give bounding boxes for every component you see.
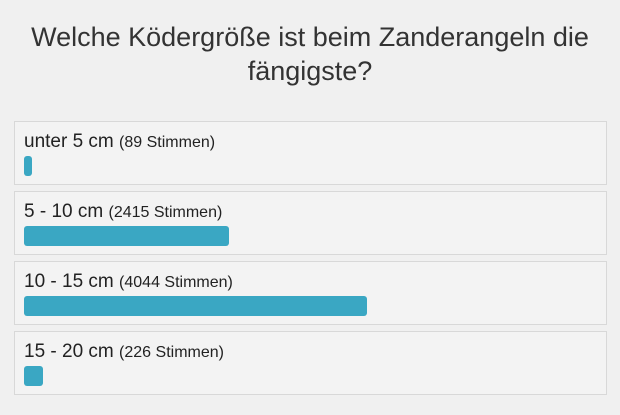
result-bar-track (24, 156, 595, 176)
poll-option[interactable]: unter 5 cm (89 Stimmen) (14, 121, 607, 185)
poll-option[interactable]: 5 - 10 cm (2415 Stimmen) (14, 191, 607, 255)
option-votes: (226 Stimmen) (119, 344, 224, 361)
result-bar-track (24, 226, 595, 246)
result-bar (24, 156, 32, 176)
option-size: unter 5 cm (24, 131, 114, 152)
option-label: 10 - 15 cm (4044 Stimmen) (24, 270, 597, 295)
option-label: unter 5 cm (89 Stimmen) (24, 130, 597, 155)
option-votes: (4044 Stimmen) (119, 274, 233, 291)
option-size: 5 - 10 cm (24, 201, 104, 222)
option-votes: (89 Stimmen) (119, 134, 216, 151)
result-bar-track (24, 296, 595, 316)
option-size: 15 - 20 cm (24, 341, 114, 362)
poll-option[interactable]: 10 - 15 cm (4044 Stimmen) (14, 261, 607, 325)
option-label: 5 - 10 cm (2415 Stimmen) (24, 200, 597, 225)
option-votes: (2415 Stimmen) (108, 204, 223, 221)
poll-option[interactable]: 15 - 20 cm (226 Stimmen) (14, 331, 607, 395)
option-size: 10 - 15 cm (24, 271, 114, 292)
poll-question: Welche Ködergröße ist beim Zanderangeln … (31, 22, 589, 86)
result-bar (24, 226, 229, 246)
poll-options: unter 5 cm (89 Stimmen) 5 - 10 cm (2415 … (14, 121, 607, 401)
result-bar (24, 296, 367, 316)
result-bar-track (24, 366, 595, 386)
result-bar (24, 366, 44, 386)
option-label: 15 - 20 cm (226 Stimmen) (24, 340, 597, 365)
